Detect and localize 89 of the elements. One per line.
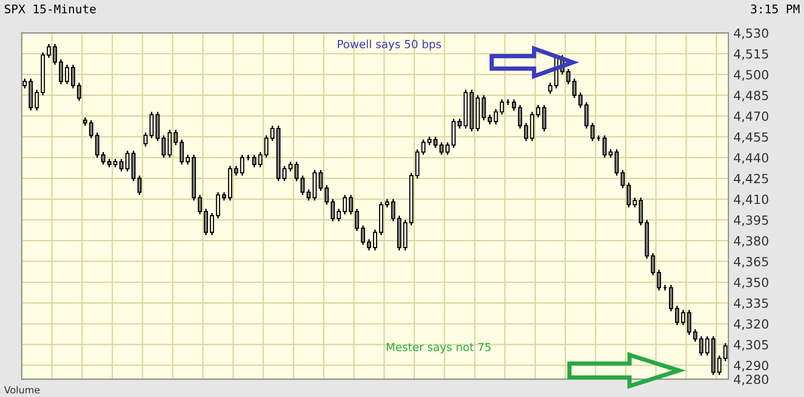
candlestick xyxy=(234,165,238,176)
candlestick xyxy=(64,64,70,85)
candlestick xyxy=(524,122,528,142)
candlestick xyxy=(433,136,438,149)
candlestick xyxy=(70,64,76,90)
y-tick-label: 4,380 xyxy=(734,236,768,247)
candlestick xyxy=(125,150,130,172)
candlestick xyxy=(656,269,662,292)
y-tick-label: 4,515 xyxy=(734,49,768,60)
candlestick xyxy=(240,154,244,176)
chart-title: SPX 15-Minute xyxy=(4,4,96,14)
candlestick xyxy=(445,142,450,156)
y-tick-label: 4,455 xyxy=(734,132,768,144)
candlestick xyxy=(366,238,372,252)
candlestick xyxy=(421,138,426,156)
candlestick xyxy=(89,119,94,139)
candlestick xyxy=(77,82,82,102)
candlestick xyxy=(58,58,64,85)
candlestick xyxy=(687,309,692,336)
candlestick xyxy=(500,98,504,116)
y-tick-label: 4,290 xyxy=(734,360,768,372)
annotation: Powell says 50 bps xyxy=(338,40,442,50)
y-tick-label: 4,365 xyxy=(734,256,768,268)
y-tick-label: 4,350 xyxy=(734,278,768,288)
candlestick xyxy=(578,92,582,108)
candlestick xyxy=(137,174,142,196)
y-tick-label: 4,485 xyxy=(734,90,768,102)
candlestick xyxy=(336,208,341,222)
text: 3:15 PM xyxy=(751,4,800,14)
candlestick xyxy=(518,104,522,130)
candlestick xyxy=(638,197,643,226)
candlestick xyxy=(52,43,57,66)
candlestick xyxy=(373,228,378,252)
candlestick xyxy=(439,142,444,156)
candlestick xyxy=(675,305,680,326)
y-tick-label: 4,470 xyxy=(734,112,768,122)
y-tick-label: 4,530 xyxy=(734,28,768,40)
candlestick xyxy=(288,161,293,172)
candlestick xyxy=(536,104,540,118)
candlestick xyxy=(650,252,655,276)
candlestick xyxy=(668,284,674,312)
candlestick xyxy=(306,188,311,202)
candlestick xyxy=(530,111,534,142)
candlestick xyxy=(342,194,347,216)
candlestick xyxy=(119,158,124,172)
candlestick xyxy=(210,212,214,236)
y-tick-label: 4,320 xyxy=(734,319,768,330)
candlestick xyxy=(282,165,287,182)
candlestick xyxy=(143,132,148,148)
y-tick-label: 4,395 xyxy=(734,215,768,226)
candlestick xyxy=(270,125,274,142)
candlestick xyxy=(542,104,546,132)
y-tick-label: 4,305 xyxy=(734,340,768,351)
candlestick xyxy=(452,118,456,149)
candlestick xyxy=(354,208,360,232)
candlestick xyxy=(216,192,220,220)
candlestick xyxy=(566,68,570,85)
candlestick xyxy=(590,122,595,142)
candlestick xyxy=(614,148,619,176)
candlestick xyxy=(415,148,420,180)
candlestick xyxy=(584,101,589,130)
candlestick xyxy=(572,78,576,99)
annotation: Mester says not 75 xyxy=(386,342,491,354)
text: Volume xyxy=(4,386,40,394)
y-tick-label: 4,335 xyxy=(734,298,768,310)
y-tick-label: 4,425 xyxy=(734,174,768,185)
candlestick xyxy=(512,98,516,112)
candlestick xyxy=(204,208,208,236)
candlestick xyxy=(162,134,166,158)
candlestick xyxy=(46,43,51,59)
candlestick xyxy=(300,174,305,196)
candlestick xyxy=(602,134,607,158)
candlestick xyxy=(348,194,353,216)
candlestick xyxy=(717,354,722,376)
candlestick xyxy=(264,134,268,158)
candlestick xyxy=(198,194,202,216)
y-tick-label: 4,280 xyxy=(734,374,768,386)
candlestick xyxy=(150,111,154,139)
y-tick-label: 4,410 xyxy=(734,194,768,206)
candlestick xyxy=(488,114,492,126)
candlestick xyxy=(681,309,686,326)
candlestick xyxy=(360,224,366,246)
y-tick-label: 4,500 xyxy=(734,70,768,81)
y-tick-label: 4,440 xyxy=(734,153,768,164)
candlestick xyxy=(294,161,299,182)
candlestick xyxy=(458,118,462,130)
candlestick xyxy=(494,108,498,126)
candlestick xyxy=(156,111,160,142)
candlestick xyxy=(186,154,190,166)
